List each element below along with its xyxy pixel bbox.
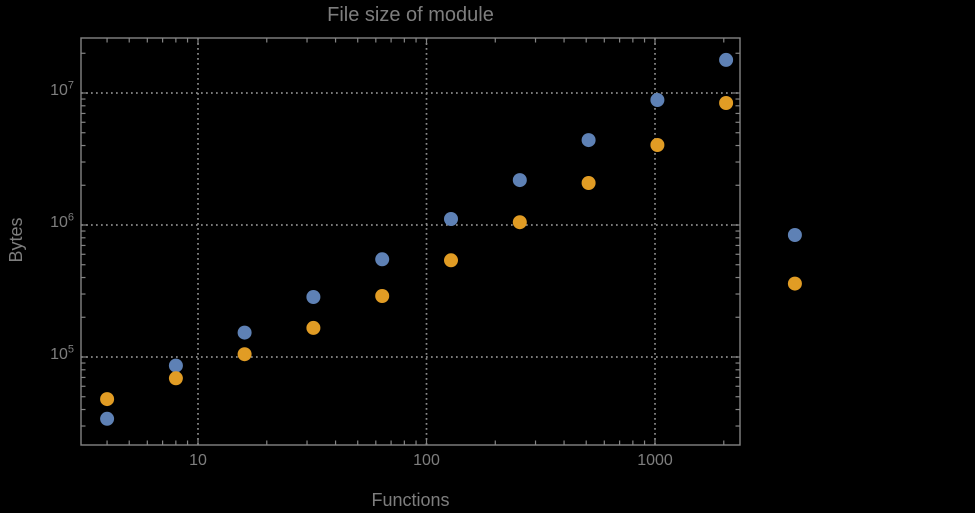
plot-frame: [80, 37, 741, 446]
y-tick-label-1e5: 105: [50, 343, 74, 363]
data-point-series-2-orange-x8: [168, 371, 183, 386]
data-point-series-1-blue-x4096: [787, 228, 802, 242]
data-point-series-2-orange-x512: [581, 176, 596, 190]
data-point-series-2-orange-x32: [306, 320, 321, 335]
data-point-series-1-blue-x4: [100, 411, 115, 426]
data-point-series-2-orange-x16: [237, 347, 252, 362]
data-point-series-1-blue-x256: [512, 173, 527, 188]
data-point-series-2-orange-x4: [100, 392, 115, 407]
data-point-series-1-blue-x32: [306, 290, 321, 304]
data-point-series-1-blue-x1024: [650, 93, 665, 107]
data-point-series-1-blue-x64: [375, 252, 390, 267]
x-tick-label-1000: 1000: [637, 452, 673, 469]
x-axis-label: Functions: [371, 490, 450, 510]
plot-title: File size of module: [327, 4, 494, 26]
data-point-series-1-blue-x2048: [719, 52, 734, 67]
y-axis-label: Bytes: [6, 217, 26, 263]
x-tick-label-10: 10: [189, 452, 207, 469]
data-point-series-2-orange-x4096: [787, 276, 802, 291]
data-point-series-2-orange-x1024: [650, 138, 665, 152]
data-point-series-1-blue-x512: [581, 133, 596, 148]
data-point-series-2-orange-x64: [375, 289, 390, 303]
y-tick-label-1e6: 106: [50, 211, 74, 231]
data-point-series-1-blue-x128: [444, 212, 458, 226]
x-tick-label-100: 100: [413, 452, 440, 469]
data-point-series-2-orange-x2048: [719, 96, 734, 110]
data-point-series-2-orange-x128: [444, 253, 458, 268]
data-point-series-1-blue-x16: [237, 325, 252, 340]
data-point-series-1-blue-x8: [168, 358, 183, 373]
data-point-series-2-orange-x256: [512, 215, 527, 230]
y-tick-label-1e7: 107: [50, 79, 74, 99]
